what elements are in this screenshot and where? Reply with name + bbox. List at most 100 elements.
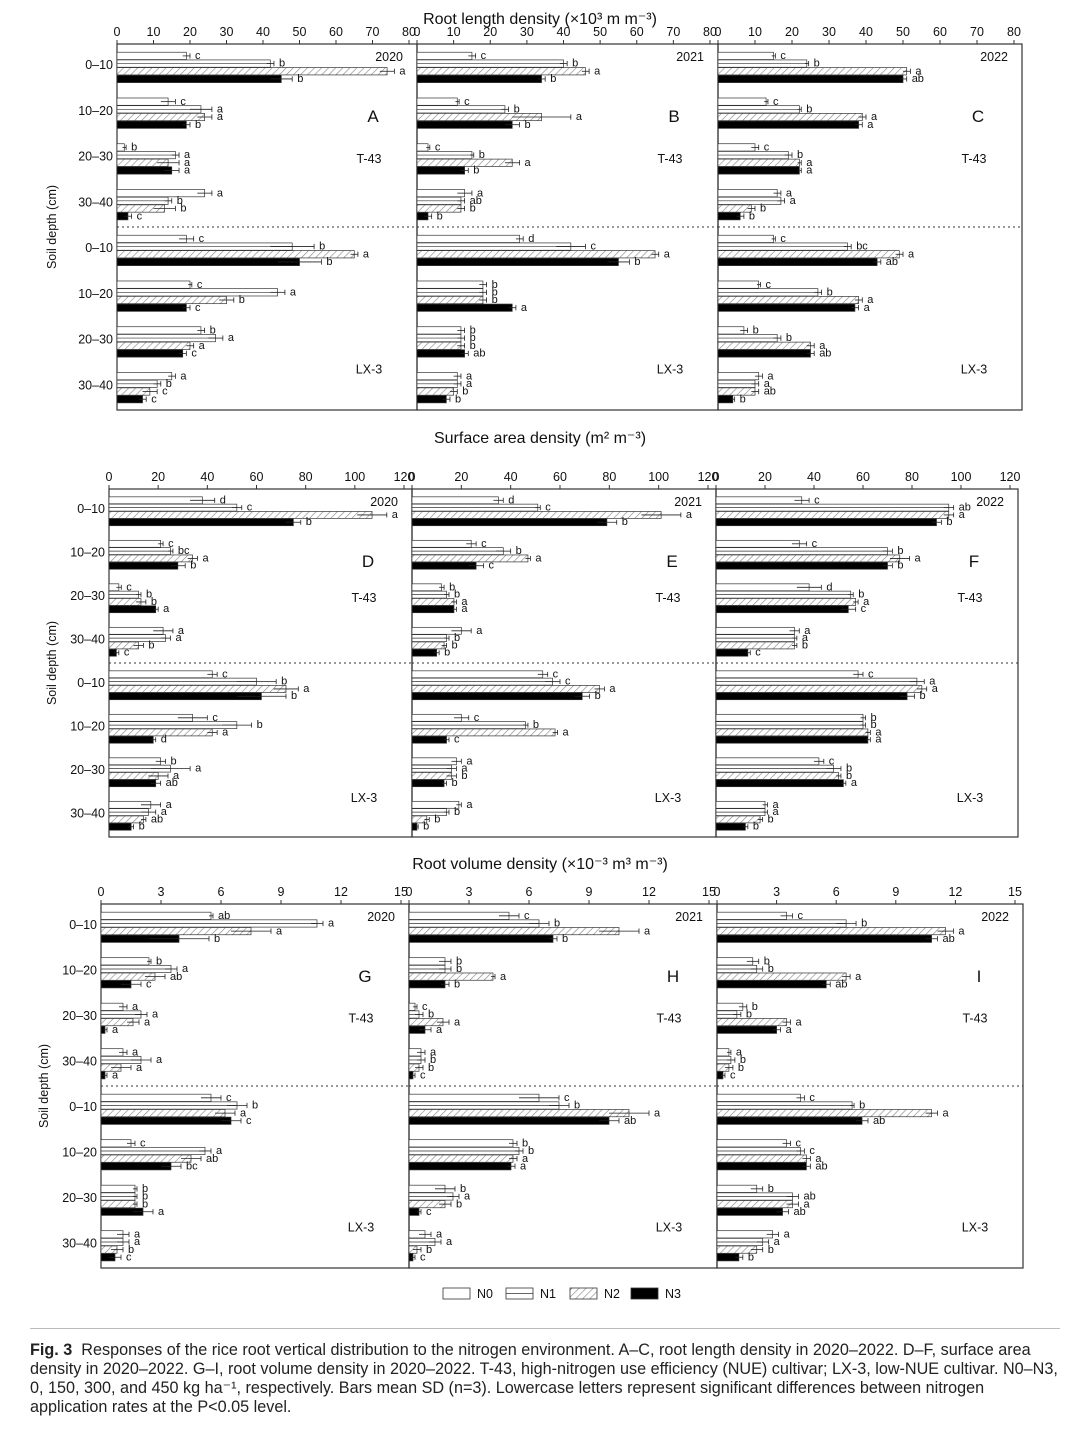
significance-letter: c [126, 581, 132, 593]
bar-N3 [717, 74, 904, 83]
significance-letter: c [797, 910, 803, 922]
x-tick-label: 60 [933, 25, 947, 39]
significance-letter: b [814, 58, 820, 70]
significance-letter: a [774, 1236, 781, 1248]
significance-letter: a [132, 1001, 139, 1013]
significance-letter: a [156, 1054, 163, 1066]
x-tick-label: 20 [454, 470, 468, 484]
depth-label: 30–40 [78, 195, 113, 209]
chart-title: Root volume density (×10⁻³ m³ m⁻³) [412, 856, 668, 873]
significance-letter: c [481, 50, 487, 62]
cultivar-label: LX-3 [655, 791, 681, 805]
significance-letter: b [740, 393, 746, 405]
significance-letter: a [535, 552, 542, 564]
significance-letter: b [827, 286, 833, 298]
x-tick-label: 15 [1008, 885, 1022, 899]
x-tick-label: 12 [642, 885, 656, 899]
bar-N2 [108, 511, 373, 519]
significance-letter: a [609, 683, 616, 695]
x-tick-label: 15 [702, 885, 716, 899]
significance-letter: a [363, 248, 370, 260]
cultivar-label: T-43 [351, 591, 376, 605]
significance-letter: ab [764, 386, 776, 398]
significance-letter: c [420, 1251, 426, 1263]
significance-letter: b [516, 545, 522, 557]
significance-letter: ab [206, 1153, 218, 1165]
x-tick-label: 100 [344, 470, 365, 484]
bar-N0 [717, 51, 774, 60]
significance-letter: a [112, 1069, 119, 1081]
significance-letter: a [521, 302, 528, 314]
significance-letter: c [435, 142, 441, 154]
x-tick-label: 20 [758, 470, 772, 484]
significance-letter: b [622, 516, 628, 528]
figure-caption: Fig. 3 Responses of the rice root vertic… [30, 1328, 1060, 1417]
significance-letter: a [958, 925, 965, 937]
depth-label: 10–20 [70, 719, 105, 733]
significance-letter: c [222, 668, 228, 680]
bar-N2 [715, 685, 923, 693]
significance-letter: b [128, 1244, 134, 1256]
depth-label: 30–40 [70, 806, 105, 820]
significance-letter: d [508, 494, 514, 506]
significance-letter: b [525, 119, 531, 131]
depth-label: 20–30 [62, 1009, 97, 1023]
significance-letter: b [533, 719, 539, 731]
bar-N2 [716, 972, 847, 981]
significance-letter: b [428, 1062, 434, 1074]
significance-letter: b [423, 821, 429, 833]
significance-letter: c [191, 348, 197, 360]
significance-letter: c [545, 502, 551, 514]
significance-letter: b [239, 294, 245, 306]
bar-N0 [100, 957, 150, 966]
x-tick-label: 10 [447, 25, 461, 39]
significance-letter: a [216, 1145, 223, 1157]
bar-N3 [715, 735, 869, 744]
bar-N0 [411, 757, 457, 766]
significance-letter: a [875, 726, 882, 738]
x-tick-label: 10 [748, 25, 762, 39]
significance-letter: a [217, 111, 224, 123]
significance-letter: ab [166, 777, 178, 789]
bar-N2 [717, 113, 863, 122]
significance-letter: b [454, 978, 460, 990]
significance-letter: a [855, 971, 862, 983]
significance-letter: a [461, 596, 468, 608]
chart-title: Surface area density (m² m⁻³) [434, 430, 646, 447]
panel-letter: H [667, 967, 679, 986]
significance-letter: a [217, 187, 224, 199]
x-tick-label: 70 [366, 25, 380, 39]
significance-letter: b [562, 933, 568, 945]
bar-N2 [717, 387, 756, 396]
significance-letter: d [826, 581, 832, 593]
significance-letter: a [915, 65, 922, 77]
significance-letter: c [195, 302, 201, 314]
significance-letter: c [151, 393, 157, 405]
x-tick-label: 0 [714, 885, 721, 899]
significance-letter: c [553, 668, 559, 680]
x-tick-label: 40 [807, 470, 821, 484]
significance-letter: a [466, 755, 473, 767]
x-tick-label: 0 [715, 25, 722, 39]
bar-N2 [716, 1200, 793, 1209]
significance-letter: b [753, 821, 759, 833]
significance-letter: b [528, 1145, 534, 1157]
significance-letter: a [392, 509, 399, 521]
bar-N3 [715, 648, 749, 657]
significance-letter: b [326, 256, 332, 268]
significance-letter: a [464, 1191, 471, 1203]
x-tick-label: 9 [892, 885, 899, 899]
significance-letter: a [767, 370, 774, 382]
significance-letter: bc [856, 241, 868, 253]
bar-N3 [116, 395, 143, 404]
significance-letter: a [802, 632, 809, 644]
panel-letter: B [668, 107, 679, 126]
significance-letter: b [595, 690, 601, 702]
panel-letter: D [362, 552, 374, 571]
depth-label: 20–30 [78, 150, 113, 164]
bar-N0 [715, 626, 795, 635]
y-axis-label: Soil depth (cm) [37, 1044, 51, 1128]
significance-letter: b [156, 955, 162, 967]
bar-N3 [416, 395, 447, 404]
panel-G: 0 3 6 9 12 152020GT-43LX-3abaabbaabcaaaaaaaac… [98, 885, 410, 1269]
